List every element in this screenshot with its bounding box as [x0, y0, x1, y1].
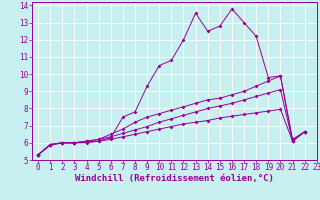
X-axis label: Windchill (Refroidissement éolien,°C): Windchill (Refroidissement éolien,°C)	[75, 174, 274, 183]
